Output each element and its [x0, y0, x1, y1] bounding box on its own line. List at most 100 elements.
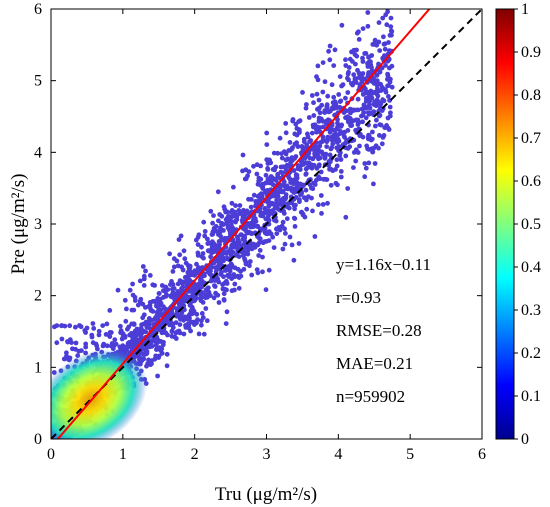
scatter-point	[228, 209, 234, 215]
scatter-point	[338, 169, 344, 174]
scatter-point	[199, 311, 205, 316]
scatter-point	[54, 340, 60, 346]
scatter-point	[312, 181, 317, 187]
scatter-point	[294, 182, 300, 187]
scatter-point	[180, 284, 186, 290]
scatter-point	[143, 268, 148, 274]
scatter-point	[194, 311, 200, 317]
scatter-point	[300, 90, 305, 95]
scatter-point	[246, 196, 251, 202]
scatter-point	[255, 194, 261, 199]
scatter-point	[177, 252, 183, 258]
scatter-point	[201, 331, 207, 337]
scatter-point	[229, 243, 235, 249]
scatter-point	[306, 115, 312, 120]
scatter-point	[160, 342, 166, 348]
scatter-point	[292, 131, 298, 137]
scatter-point	[354, 53, 360, 59]
scatter-point	[243, 261, 249, 267]
scatter-point	[378, 122, 384, 128]
scatter-point	[343, 214, 349, 220]
scatter-point	[374, 73, 380, 78]
stat-annotation: RMSE=0.28	[336, 321, 422, 340]
scatter-point	[366, 160, 372, 166]
scatter-point	[251, 163, 256, 169]
scatter-point	[146, 325, 152, 331]
scatter-point	[346, 115, 352, 121]
scatter-point	[388, 24, 394, 30]
scatter-point	[139, 322, 145, 328]
scatter-point	[263, 287, 269, 293]
scatter-point	[185, 269, 191, 275]
scatter-point	[303, 105, 309, 111]
scatter-point	[298, 192, 303, 198]
scatter-point	[388, 15, 394, 21]
scatter-point	[96, 332, 102, 338]
scatter-point	[212, 284, 218, 289]
scatter-point	[273, 204, 279, 210]
scatter-point	[236, 254, 242, 259]
scatter-point	[222, 206, 228, 212]
scatter-point	[185, 316, 190, 322]
x-tick-label: 2	[191, 446, 199, 463]
scatter-point	[389, 84, 395, 90]
scatter-point	[367, 98, 373, 104]
scatter-point	[292, 224, 298, 229]
scatter-point	[370, 42, 376, 47]
scatter-point	[144, 351, 150, 356]
scatter-point	[388, 76, 393, 82]
scatter-point	[360, 59, 366, 64]
scatter-point	[191, 308, 197, 314]
scatter-point	[365, 61, 370, 66]
scatter-point	[383, 89, 389, 95]
scatter-point	[334, 140, 340, 145]
scatter-point	[199, 322, 204, 328]
scatter-point	[239, 217, 245, 223]
scatter-point	[156, 291, 162, 296]
scatter-point	[229, 219, 235, 225]
scatter-point	[373, 123, 378, 129]
scatter-point	[241, 266, 247, 272]
scatter-point	[353, 80, 359, 85]
scatter-point	[168, 282, 173, 287]
scatter-point	[363, 115, 369, 121]
scatter-point	[157, 346, 163, 351]
scatter-point	[141, 273, 147, 279]
scatter-point	[280, 219, 286, 225]
scatter-point	[91, 326, 97, 331]
scatter-point	[348, 110, 353, 116]
scatter-point	[248, 231, 254, 236]
scatter-point	[176, 328, 182, 334]
scatter-point	[133, 332, 139, 338]
scatter-point	[310, 208, 315, 214]
scatter-point	[203, 295, 209, 301]
scatter-point	[365, 90, 371, 95]
scatter-point	[270, 234, 276, 240]
scatter-point	[124, 306, 129, 312]
scatter-point	[360, 119, 365, 125]
scatter-point	[339, 122, 345, 128]
scatter-point	[320, 137, 326, 142]
scatter-point	[294, 172, 300, 178]
scatter-point	[192, 272, 198, 278]
colorbar-tick-label: 0.5	[521, 216, 541, 233]
scatter-point	[293, 121, 299, 127]
scatter-point	[271, 245, 277, 251]
scatter-point	[199, 295, 205, 300]
scatter-point	[374, 91, 380, 97]
scatter-point	[338, 157, 344, 162]
scatter-point	[359, 106, 365, 112]
scatter-point	[331, 94, 337, 100]
scatter-point	[312, 234, 318, 239]
scatter-point	[222, 235, 228, 241]
scatter-point	[283, 130, 289, 136]
scatter-point	[173, 336, 179, 341]
scatter-point	[139, 327, 145, 333]
scatter-point	[172, 291, 178, 297]
scatter-point	[363, 86, 368, 92]
scatter-point	[195, 253, 201, 258]
scatter-point	[196, 331, 202, 337]
scatter-point	[296, 164, 301, 169]
scatter-point	[327, 43, 333, 49]
scatter-point	[357, 82, 363, 88]
